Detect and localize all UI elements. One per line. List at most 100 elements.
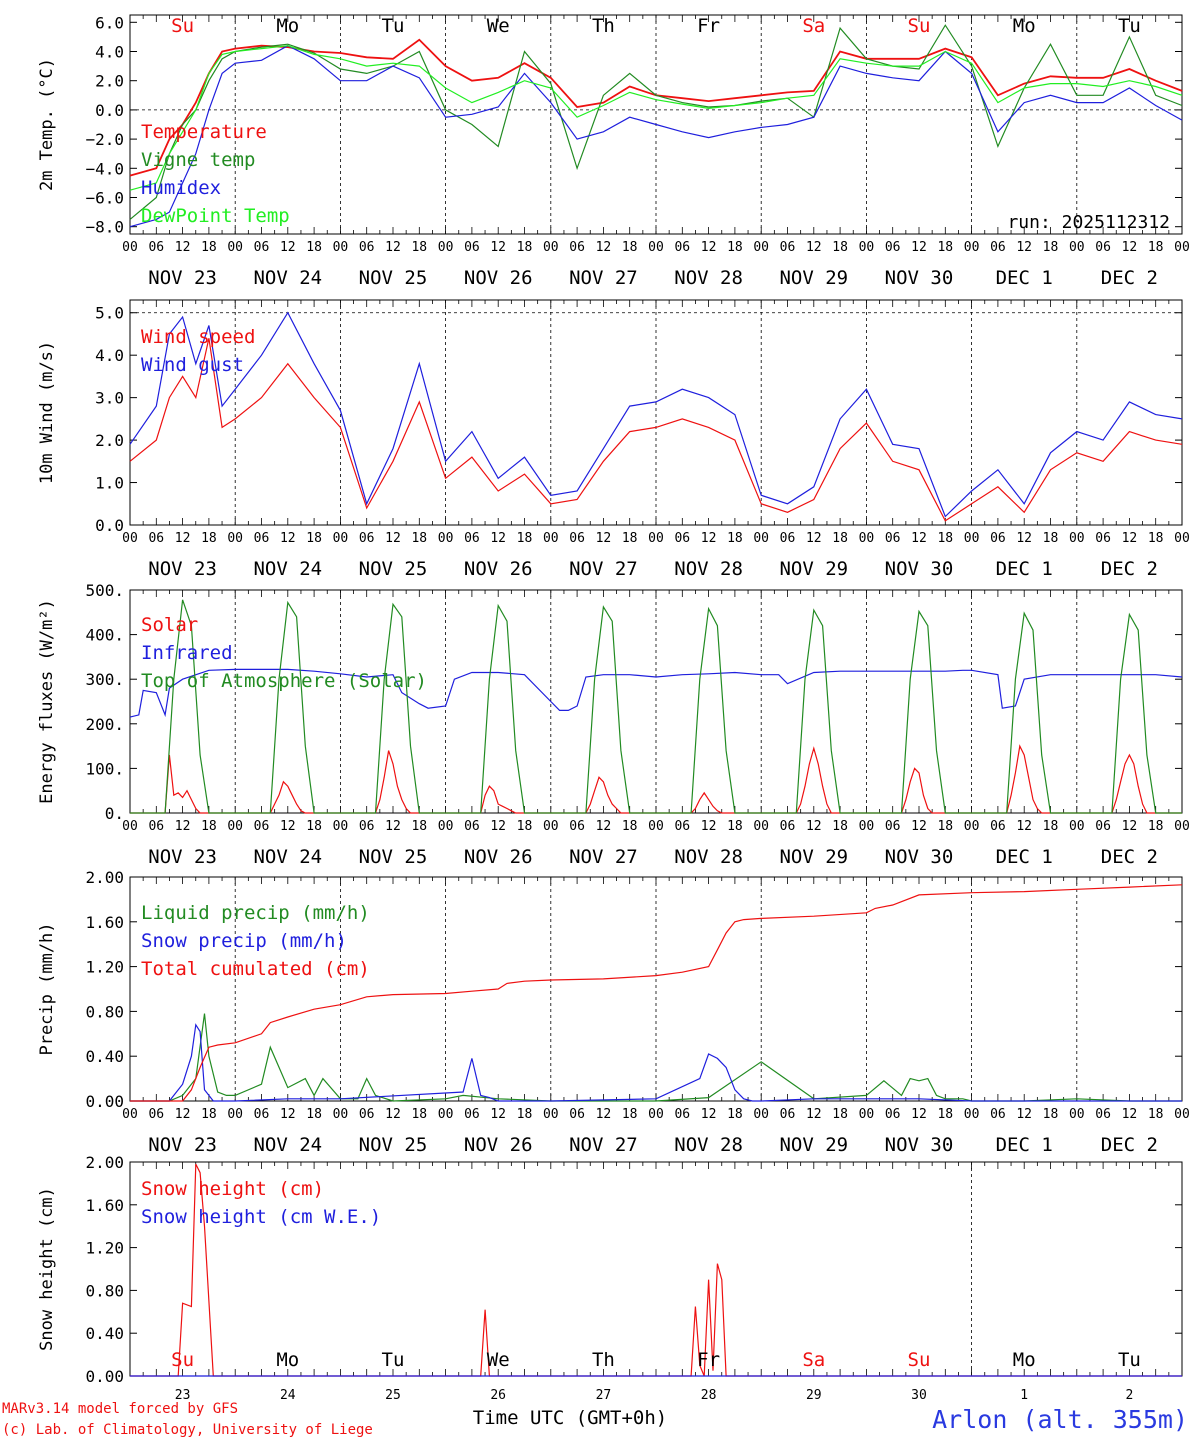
hour-tick-label: 00: [648, 240, 664, 255]
series-line-top-of-atmosphere-solar: [130, 599, 1182, 814]
hour-tick-label: 12: [806, 240, 822, 255]
weekday-label: Th: [592, 1349, 615, 1371]
weekday-label: Su: [171, 1349, 194, 1371]
y-tick-label: 1.60: [85, 913, 124, 932]
day-label: NOV 27: [569, 558, 638, 580]
y-tick-label: 1.0: [95, 474, 124, 493]
day-number-label: 29: [806, 1388, 822, 1403]
panel-5: 0.00 0.40 0.80 1.20 1.60 2.00 Snow height (cm)…: [37, 1153, 1183, 1403]
hour-tick-label: 18: [727, 819, 743, 834]
y-tick-label: 4.0: [95, 43, 124, 62]
hour-tick-label: 06: [359, 819, 375, 834]
day-label: NOV 24: [253, 558, 322, 580]
y-axis-title: 2m Temp. (°C): [37, 58, 57, 191]
weekday-label: Mo: [1013, 1349, 1036, 1371]
hour-tick-label: 00: [438, 819, 454, 834]
hour-tick-label: 12: [1122, 240, 1138, 255]
series-line-humidex: [129, 45, 1183, 228]
hour-tick-label: 18: [1043, 819, 1059, 834]
y-tick-label: 0.: [105, 804, 124, 823]
hour-tick-label: 06: [359, 240, 375, 255]
y-tick-label: 3.0: [95, 389, 124, 408]
legend-entry: Wind speed: [141, 326, 255, 348]
hour-tick-label: 00: [753, 819, 769, 834]
day-label: NOV 27: [569, 1134, 638, 1156]
day-label: NOV 30: [885, 846, 954, 868]
day-label: NOV 30: [885, 267, 954, 289]
hour-tick-label: 00: [227, 531, 243, 546]
hour-tick-label: 18: [1148, 531, 1164, 546]
day-label: NOV 29: [779, 846, 848, 868]
hour-tick-label: 18: [727, 240, 743, 255]
legend-entry: Total cumulated (cm): [141, 958, 370, 980]
day-label: DEC 1: [996, 846, 1053, 868]
hour-tick-label: 18: [517, 1107, 533, 1122]
legend-entry: DewPoint Temp: [141, 205, 290, 227]
hour-tick-label: 12: [1016, 819, 1032, 834]
hour-tick-label: 12: [701, 531, 717, 546]
hour-tick-label: 00: [753, 531, 769, 546]
day-label: NOV 25: [359, 846, 428, 868]
weekday-label: Su: [171, 15, 194, 37]
day-label: NOV 23: [148, 267, 217, 289]
day-number-label: 28: [701, 1388, 717, 1403]
y-tick-label: 0.40: [85, 1324, 124, 1343]
hour-tick-label: 06: [780, 1107, 796, 1122]
y-tick-label: −4.0: [85, 159, 124, 178]
day-label: NOV 26: [464, 1134, 533, 1156]
day-number-label: 1: [1020, 1388, 1028, 1403]
hour-tick-label: 00: [333, 531, 349, 546]
hour-tick-label: 12: [1016, 531, 1032, 546]
hour-tick-label: 12: [385, 240, 401, 255]
hour-tick-label: 12: [490, 819, 506, 834]
hour-tick-label: 12: [1016, 1107, 1032, 1122]
hour-tick-label: 00: [1174, 1107, 1190, 1122]
weekday-label: Tu: [1118, 15, 1141, 37]
hour-tick-label: 00: [964, 819, 980, 834]
day-label: NOV 26: [464, 846, 533, 868]
y-tick-label: 300.: [85, 670, 124, 689]
hour-tick-label: 18: [1148, 819, 1164, 834]
hour-tick-label: 00: [543, 240, 559, 255]
hour-tick-label: 12: [175, 240, 191, 255]
day-label: NOV 24: [253, 846, 322, 868]
y-tick-label: 2.0: [95, 72, 124, 91]
hour-tick-label: 12: [1122, 531, 1138, 546]
hour-tick-label: 12: [490, 1107, 506, 1122]
hour-tick-label: 18: [622, 531, 638, 546]
hour-tick-label: 00: [1069, 1107, 1085, 1122]
hour-tick-label: 18: [306, 240, 322, 255]
day-label: DEC 1: [996, 558, 1053, 580]
weekday-label: Tu: [1118, 1349, 1141, 1371]
legend-entry: Temperature: [141, 121, 267, 143]
hour-tick-label: 12: [1016, 240, 1032, 255]
hour-tick-label: 12: [1122, 1107, 1138, 1122]
y-tick-label: 200.: [85, 715, 124, 734]
hour-tick-label: 18: [306, 531, 322, 546]
y-tick-label: 0.0: [95, 101, 124, 120]
hour-tick-label: 06: [990, 531, 1006, 546]
y-tick-label: 100.: [85, 759, 124, 778]
hour-tick-label: 18: [1148, 1107, 1164, 1122]
plot-frame: [129, 589, 1183, 814]
hour-tick-label: 06: [1095, 531, 1111, 546]
hour-tick-label: 12: [701, 819, 717, 834]
y-tick-label: 1.20: [85, 1239, 124, 1258]
y-axis-title: Energy fluxes (W/m²): [37, 599, 57, 804]
hour-tick-label: 00: [753, 1107, 769, 1122]
weekday-label: Su: [908, 1349, 931, 1371]
panel-1: −8.0 −6.0 −4.0 −2.0 0.0 2.0 4.0 6.0 2m Temp. (°C…: [37, 13, 1190, 289]
y-tick-label: 1.60: [85, 1196, 124, 1215]
hour-tick-label: 18: [832, 240, 848, 255]
hour-tick-label: 00: [859, 240, 875, 255]
hour-tick-label: 00: [859, 819, 875, 834]
day-label: DEC 1: [996, 1134, 1053, 1156]
hour-tick-label: 18: [411, 1107, 427, 1122]
hour-tick-label: 00: [122, 531, 138, 546]
hour-tick-label: 00: [227, 819, 243, 834]
hour-tick-label: 12: [911, 1107, 927, 1122]
day-label: DEC 2: [1101, 558, 1158, 580]
day-label: NOV 30: [885, 558, 954, 580]
y-tick-label: 1.20: [85, 958, 124, 977]
